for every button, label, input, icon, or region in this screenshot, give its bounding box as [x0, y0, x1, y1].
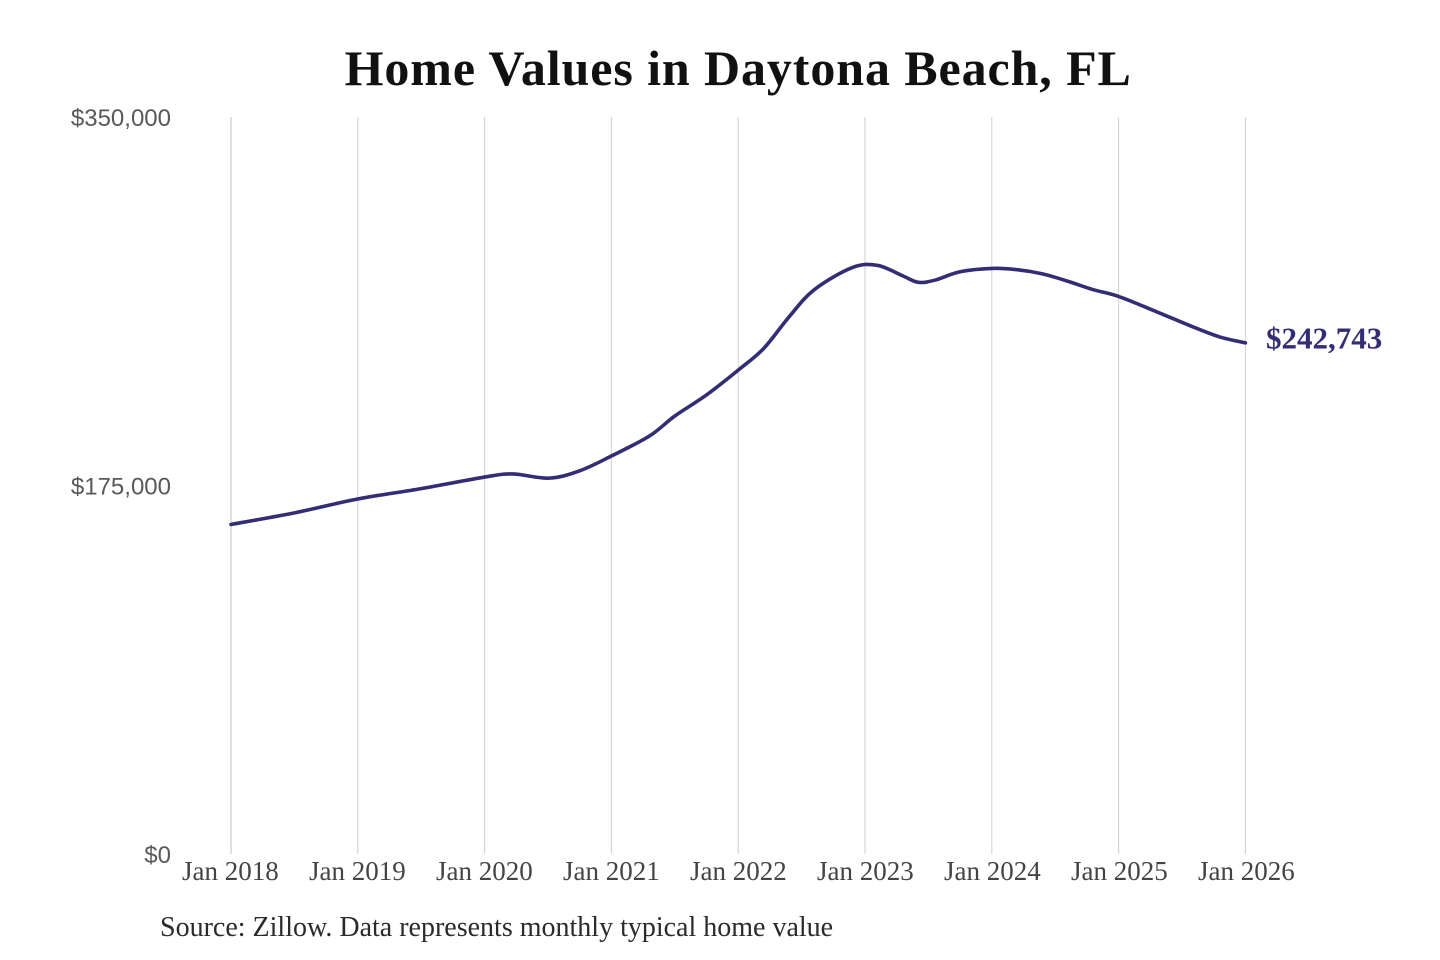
svg-text:Jan 2025: Jan 2025 — [1071, 856, 1168, 886]
svg-text:$0: $0 — [144, 842, 171, 869]
svg-text:Jan 2024: Jan 2024 — [944, 856, 1041, 886]
svg-text:Jan 2020: Jan 2020 — [436, 856, 533, 886]
svg-text:Jan 2026: Jan 2026 — [1198, 856, 1295, 886]
svg-text:$242,743: $242,743 — [1266, 321, 1382, 356]
svg-text:Jan 2022: Jan 2022 — [690, 856, 787, 886]
svg-text:Jan 2018: Jan 2018 — [182, 856, 279, 886]
svg-text:Jan 2021: Jan 2021 — [563, 856, 660, 886]
svg-text:Jan 2019: Jan 2019 — [309, 856, 406, 886]
svg-text:Jan 2023: Jan 2023 — [817, 856, 914, 886]
svg-text:$350,000: $350,000 — [71, 105, 171, 132]
svg-text:$175,000: $175,000 — [71, 474, 171, 501]
